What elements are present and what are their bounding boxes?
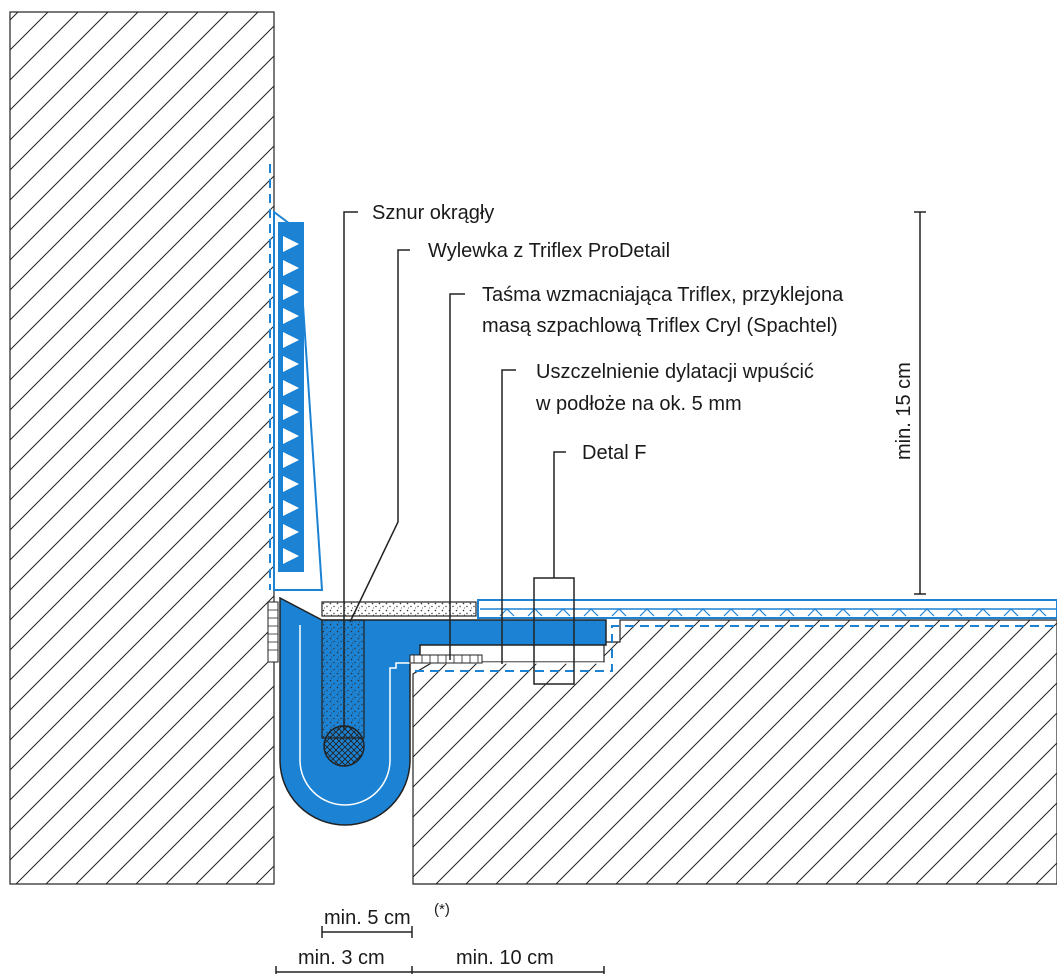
prodetail-fill bbox=[321, 619, 365, 739]
membrane-triangle bbox=[779, 608, 795, 617]
prodetail-top bbox=[321, 601, 477, 617]
bottom-dimensions bbox=[275, 926, 605, 974]
membrane-triangle bbox=[283, 308, 299, 324]
membrane-triangle bbox=[695, 608, 711, 617]
membrane-triangle bbox=[283, 524, 299, 540]
membrane-triangle bbox=[947, 608, 963, 617]
membrane-triangle bbox=[283, 500, 299, 516]
round-cord bbox=[323, 725, 365, 767]
top-span-note: (*) bbox=[434, 901, 450, 918]
membrane-triangle bbox=[639, 608, 655, 617]
membrane-triangle bbox=[283, 260, 299, 276]
right-slab bbox=[412, 619, 1057, 885]
membrane-triangle bbox=[975, 608, 991, 617]
label-seal-line2: w podłoże na ok. 5 mm bbox=[535, 393, 742, 415]
membrane-triangle bbox=[283, 428, 299, 444]
membrane-triangle bbox=[1031, 608, 1047, 617]
label-seal-line1: Uszczelnienie dylatacji wpuścić bbox=[536, 361, 814, 383]
membrane-triangle bbox=[919, 608, 935, 617]
membrane-triangle bbox=[555, 608, 571, 617]
left-wall bbox=[9, 11, 275, 885]
label-prodetail: Wylewka z Triflex ProDetail bbox=[428, 240, 670, 262]
membrane-triangle bbox=[283, 452, 299, 468]
membrane-triangle bbox=[527, 608, 543, 617]
label-round-cord: Sznur okrągły bbox=[372, 202, 494, 224]
membrane-triangle bbox=[283, 236, 299, 252]
membrane-triangle bbox=[835, 608, 851, 617]
membrane-triangle bbox=[283, 476, 299, 492]
membrane-triangle bbox=[283, 356, 299, 372]
label-tape-line1: Taśma wzmacniająca Triflex, przyklejona bbox=[482, 284, 844, 306]
membrane-triangle bbox=[751, 608, 767, 617]
membrane-triangle bbox=[667, 608, 683, 617]
membrane-triangle bbox=[283, 404, 299, 420]
height-dimension bbox=[914, 211, 926, 595]
membrane-triangle bbox=[863, 608, 879, 617]
height-dimension-label: min. 15 cm bbox=[893, 362, 915, 460]
membrane-triangle bbox=[611, 608, 627, 617]
leader-lines bbox=[343, 211, 566, 730]
membrane-triangle bbox=[283, 332, 299, 348]
membrane-triangle bbox=[891, 608, 907, 617]
membrane-triangle bbox=[583, 608, 599, 617]
membrane-triangle bbox=[807, 608, 823, 617]
right-span-label: min. 10 cm bbox=[456, 947, 554, 969]
primer-line-right bbox=[415, 625, 1057, 672]
membrane-triangle bbox=[283, 380, 299, 396]
membrane-triangle bbox=[283, 284, 299, 300]
label-tape-line2: masą szpachlową Triflex Cryl (Spachtel) bbox=[482, 315, 838, 337]
left-span-label: min. 3 cm bbox=[298, 947, 385, 969]
membrane-triangle bbox=[1003, 608, 1019, 617]
membrane-triangle bbox=[723, 608, 739, 617]
label-detail-f: Detal F bbox=[582, 442, 646, 464]
membrane-triangle bbox=[283, 548, 299, 564]
top-span-label: min. 5 cm bbox=[324, 907, 411, 929]
